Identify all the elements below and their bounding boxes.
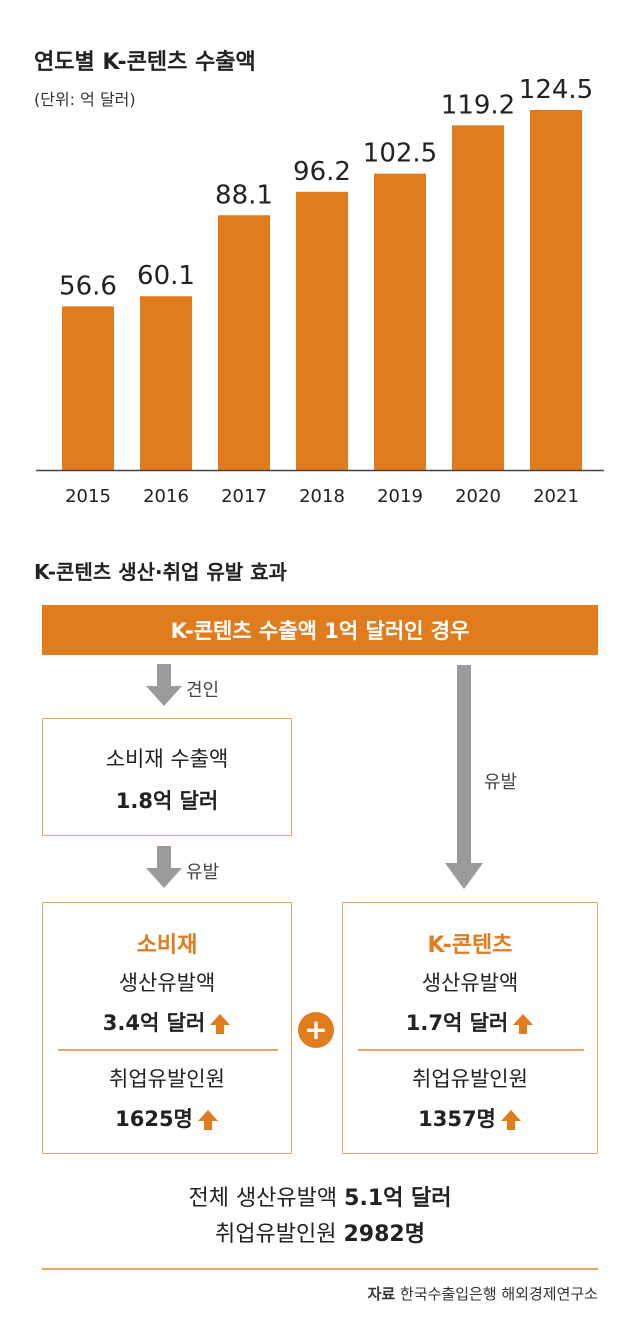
consumer-effect-title: 소비재 [136,933,198,958]
bar-chart: 56.6 2015 60.1 2016 88.1 2017 96.2 2018 102.5 201… [36,75,604,507]
chart-unit: (단위: 억 달러) [34,90,136,109]
content-production-label: 생산유발액 [421,971,519,995]
bar-2019 [374,173,426,471]
total-production-row: 전체 생산유발액 5.1억 달러 [0,1180,640,1212]
value-label-2020: 119.2 [441,90,515,120]
consumer-production-row: 3.4억 달러 [43,1007,291,1037]
up-arrow-icon [210,1014,231,1034]
down-arrow-icon [146,846,182,888]
value-label-2021: 124.5 [519,75,593,105]
consumer-divider [58,1049,278,1051]
section-title: K-콘텐츠 생산·취업 유발 효과 [34,560,287,584]
arrow-label-lead: 견인 [186,680,220,701]
total-employment-row: 취업유발인원 2982명 [0,1216,640,1248]
total-employment-value: 2982명 [343,1222,425,1247]
chart-title: 연도별 K-콘텐츠 수출액 [34,50,256,75]
x-tick-2019: 2019 [377,486,423,507]
x-tick-2015: 2015 [65,486,111,507]
total-production-value: 5.1억 달러 [344,1186,452,1211]
bar-2020 [452,125,504,470]
consumer-effect-box: 소비재 생산유발액 3.4억 달러 취업유발인원 1625명 [42,902,292,1154]
consumer-employment-label: 취업유발인원 [109,1067,225,1091]
content-effect-box: K-콘텐츠 생산유발액 1.7억 달러 취업유발인원 1357명 [342,902,598,1154]
value-label-2018: 96.2 [293,157,351,187]
x-tick-2016: 2016 [143,486,189,507]
consumer-export-label: 소비재 수출액 [105,747,229,771]
x-tick-2020: 2020 [455,486,501,507]
up-arrow-icon [500,1110,521,1130]
consumer-employment-row: 1625명 [43,1103,291,1133]
consumer-export-box: 소비재 수출액 1.8억 달러 [42,718,292,836]
plus-icon: + [298,1012,334,1048]
up-arrow-icon [197,1110,218,1130]
content-employment-label: 취업유발인원 [412,1067,528,1091]
bar-2017 [218,215,270,470]
content-effect-title: K-콘텐츠 [427,933,513,958]
source-text: 한국수출입은행 해외경제연구소 [400,1285,598,1303]
content-production-value: 1.7억 달러 [405,1011,509,1035]
total-production-label: 전체 생산유발액 [188,1186,338,1211]
bar-2016 [140,296,192,470]
value-label-2019: 102.5 [363,139,437,169]
source-label: 자료 [367,1285,396,1303]
content-employment-value: 1357명 [418,1107,496,1131]
content-divider [358,1049,584,1051]
source-divider [42,1268,598,1270]
consumer-employment-value: 1625명 [115,1107,193,1131]
x-tick-2021: 2021 [533,486,579,507]
value-label-2015: 56.6 [59,271,117,301]
long-down-arrow-icon [445,665,483,889]
consumer-export-value: 1.8억 달러 [115,789,219,813]
bar-2021 [530,110,582,470]
x-tick-2018: 2018 [299,486,345,507]
arrow-label-induce: 유발 [186,862,220,883]
x-tick-2017: 2017 [221,486,267,507]
down-arrow-icon [146,664,182,706]
source-note: 자료 한국수출입은행 해외경제연구소 [368,1283,598,1304]
value-label-2016: 60.1 [137,261,195,291]
total-employment-label: 취업유발인원 [215,1222,337,1247]
up-arrow-icon [513,1014,534,1034]
consumer-production-label: 생산유발액 [118,971,216,995]
content-employment-row: 1357명 [343,1103,597,1133]
consumer-production-value: 3.4억 달러 [102,1011,206,1035]
bar-2015 [62,306,114,470]
content-production-row: 1.7억 달러 [343,1007,597,1037]
condition-banner: K-콘텐츠 수출액 1억 달러인 경우 [42,605,598,655]
arrow-label-induce-long: 유발 [484,772,518,793]
bar-2018 [296,191,348,470]
value-label-2017: 88.1 [215,180,273,210]
